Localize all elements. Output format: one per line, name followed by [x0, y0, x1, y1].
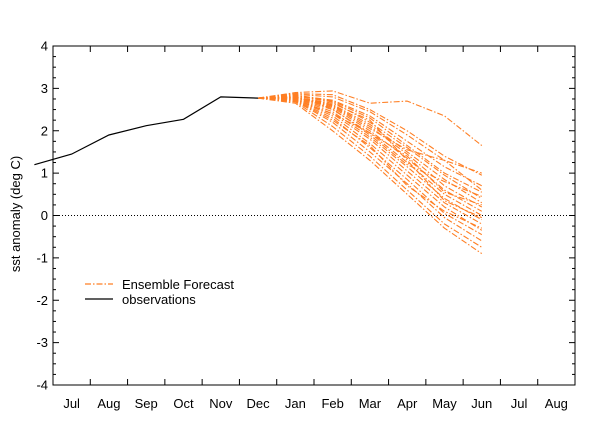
x-tick-label: Apr [397, 396, 418, 411]
y-tick-label: -3 [36, 335, 48, 350]
x-tick-label: Oct [173, 396, 194, 411]
x-tick-label: Jul [511, 396, 528, 411]
ensemble-member-line [258, 97, 483, 255]
x-axis: Jul Aug Sep Oct Nov Dec Jan Feb Mar Apr May Jun Jul A… [52, 46, 576, 411]
y-tick-label: -1 [36, 250, 48, 265]
ensemble-forecast-lines [258, 90, 483, 255]
y-tick-label: 4 [41, 39, 48, 54]
y-axis-title: sst anomaly (deg C) [8, 156, 23, 272]
y-tick-label: 1 [41, 166, 48, 181]
ensemble-member-line [258, 96, 483, 219]
x-tick-label: Jul [63, 396, 80, 411]
x-tick-label: Aug [97, 396, 120, 411]
ensemble-member-line [258, 90, 483, 147]
y-tick-label: 3 [41, 81, 48, 96]
y-tick-label: 2 [41, 123, 48, 138]
ensemble-member-line [258, 97, 483, 248]
x-tick-label: Aug [545, 396, 568, 411]
x-tick-label: May [432, 396, 457, 411]
y-tick-label: -2 [36, 293, 48, 308]
y-tick-label: 0 [41, 208, 48, 223]
x-tick-label: Jan [285, 396, 306, 411]
x-tick-label: Sep [135, 396, 158, 411]
x-tick-label: Dec [247, 396, 271, 411]
ensemble-member-line [258, 94, 483, 187]
y-tick-label: -4 [36, 378, 48, 393]
legend: Ensemble Forecast observations [85, 277, 234, 307]
plot-area [34, 45, 576, 386]
x-tick-label: Feb [321, 396, 343, 411]
legend-observations-label: observations [122, 292, 196, 307]
ensemble-member-line [258, 93, 482, 174]
ensemble-member-line [258, 97, 483, 212]
y-axis: -4 -3 -2 -1 0 1 2 3 4 [36, 39, 575, 393]
ensemble-member-line [258, 97, 483, 229]
ensemble-member-line [258, 95, 483, 197]
x-tick-label: Nov [209, 396, 233, 411]
ensemble-member-line [258, 97, 482, 206]
ensemble-member-line [258, 96, 483, 204]
x-tick-label: Mar [359, 396, 382, 411]
ensemble-member-line [258, 92, 483, 176]
observations-line [34, 96, 259, 166]
legend-ensemble-label: Ensemble Forecast [122, 277, 234, 292]
ensemble-member-line [258, 95, 483, 199]
ensemble-member-line [258, 97, 483, 191]
x-tick-label: Jun [471, 396, 492, 411]
